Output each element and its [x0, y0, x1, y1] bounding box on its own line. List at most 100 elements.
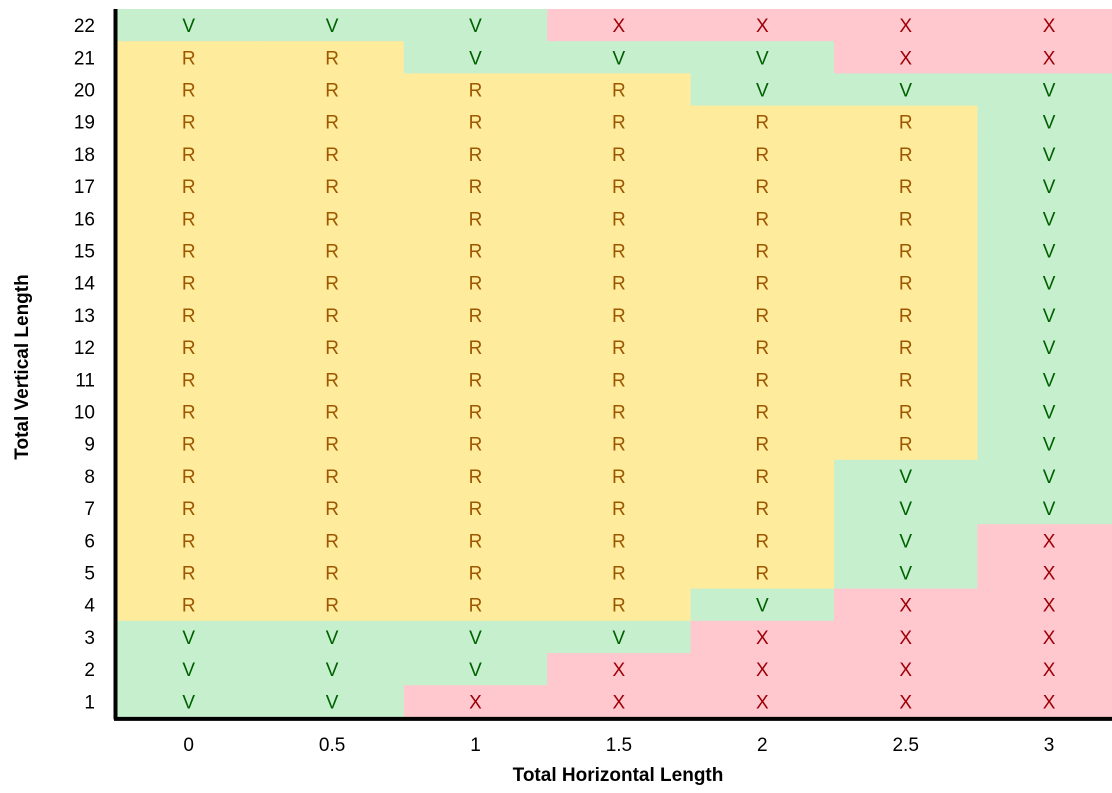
cell-label: R — [612, 81, 626, 102]
heatmap-cell — [547, 298, 692, 332]
cell-label: X — [899, 596, 912, 617]
cell-label: X — [899, 692, 912, 713]
cell-label: R — [325, 370, 339, 391]
cell-label: V — [326, 628, 339, 649]
heatmap-cell — [977, 524, 1112, 557]
x-tick-label: 2.5 — [892, 735, 918, 756]
y-tick-label: 4 — [84, 596, 95, 617]
cell-label: V — [1043, 370, 1056, 391]
cell-label: X — [756, 660, 769, 681]
cell-label: R — [469, 499, 483, 520]
cell-label: V — [469, 660, 482, 681]
cell-label: R — [325, 113, 339, 134]
cell-label: V — [1043, 403, 1056, 424]
cell-label: R — [755, 467, 769, 488]
heatmap-cell — [690, 202, 835, 235]
heatmap-cell — [977, 202, 1112, 235]
heatmap-cell — [977, 234, 1112, 268]
heatmap-cell — [547, 492, 692, 525]
heatmap-cell — [690, 556, 835, 590]
cell-label: V — [1043, 145, 1056, 166]
cell-label: R — [325, 338, 339, 359]
cell-label: R — [755, 564, 769, 585]
heatmap-cell — [547, 685, 692, 718]
heatmap-cell — [690, 395, 835, 429]
cell-label: V — [899, 531, 912, 552]
cell-label: R — [612, 467, 626, 488]
cell-label: V — [613, 628, 626, 649]
heatmap-cell — [834, 331, 978, 364]
cell-label: V — [899, 499, 912, 520]
cell-label: R — [182, 564, 196, 585]
cell-label: R — [325, 403, 339, 424]
cell-label: X — [1043, 596, 1056, 617]
cell-label: R — [469, 338, 483, 359]
heatmap-cell — [834, 492, 978, 525]
cell-label: R — [899, 177, 913, 198]
heatmap-cell — [260, 234, 405, 268]
heatmap-cell — [403, 266, 548, 300]
y-tick-label: 8 — [84, 467, 95, 488]
heatmap-cell — [690, 492, 835, 525]
heatmap-cell — [403, 105, 548, 139]
x-tick-label: 1 — [470, 735, 481, 756]
cell-label: R — [182, 435, 196, 456]
heatmap-cell — [977, 331, 1112, 364]
cell-label: X — [756, 692, 769, 713]
heatmap-cell — [117, 202, 261, 235]
cell-label: R — [755, 435, 769, 456]
heatmap-cell — [690, 331, 835, 364]
cell-label: R — [182, 177, 196, 198]
x-axis-title: Total Horizontal Length — [513, 765, 724, 786]
y-tick-label: 10 — [74, 403, 95, 424]
cell-label: R — [612, 403, 626, 424]
cell-label: R — [469, 113, 483, 134]
cell-label: R — [755, 338, 769, 359]
heatmap-cell — [403, 492, 548, 525]
heatmap-cell — [260, 363, 405, 396]
cell-label: X — [1043, 692, 1056, 713]
cell-label: R — [469, 242, 483, 263]
cell-label: R — [469, 274, 483, 295]
cell-label: R — [755, 209, 769, 230]
heatmap-cell — [117, 137, 261, 171]
heatmap-cell — [260, 492, 405, 525]
heatmap-cell — [834, 524, 978, 557]
cell-label: X — [899, 628, 912, 649]
heatmap-cell — [547, 427, 692, 461]
cell-label: X — [1043, 16, 1056, 37]
cell-label: R — [469, 403, 483, 424]
heatmap-cell — [834, 685, 978, 718]
cell-label: X — [1043, 48, 1056, 69]
heatmap-cell — [547, 105, 692, 139]
heatmap-cell — [977, 588, 1112, 622]
cell-label: V — [899, 467, 912, 488]
y-tick-label: 11 — [75, 370, 95, 391]
cell-label: R — [612, 177, 626, 198]
cell-label: V — [182, 628, 195, 649]
cell-label: R — [469, 467, 483, 488]
y-tick-label: 2 — [84, 660, 95, 681]
heatmap-cell — [117, 266, 261, 300]
cell-label: R — [182, 274, 196, 295]
heatmap-cell — [403, 685, 548, 718]
x-tick-labels: 0 0.5 1 1.5 2 2.5 3 — [183, 735, 1054, 756]
heatmap-cell — [547, 137, 692, 171]
y-tick-label: 9 — [84, 435, 95, 456]
heatmap-cell — [834, 202, 978, 235]
heatmap-cell — [834, 459, 978, 493]
heatmap-cell — [260, 685, 405, 718]
cell-label: V — [326, 660, 339, 681]
cell-label: X — [1043, 531, 1056, 552]
heatmap-cell — [977, 427, 1112, 461]
cell-label: V — [182, 16, 195, 37]
heatmap-cell — [403, 331, 548, 364]
heatmap-cell — [260, 137, 405, 171]
cell-label: V — [1043, 274, 1056, 295]
cell-label: R — [755, 242, 769, 263]
cell-label: R — [325, 596, 339, 617]
heatmap-cell — [977, 73, 1112, 107]
heatmap-cell — [977, 298, 1112, 332]
cell-label: V — [469, 16, 482, 37]
